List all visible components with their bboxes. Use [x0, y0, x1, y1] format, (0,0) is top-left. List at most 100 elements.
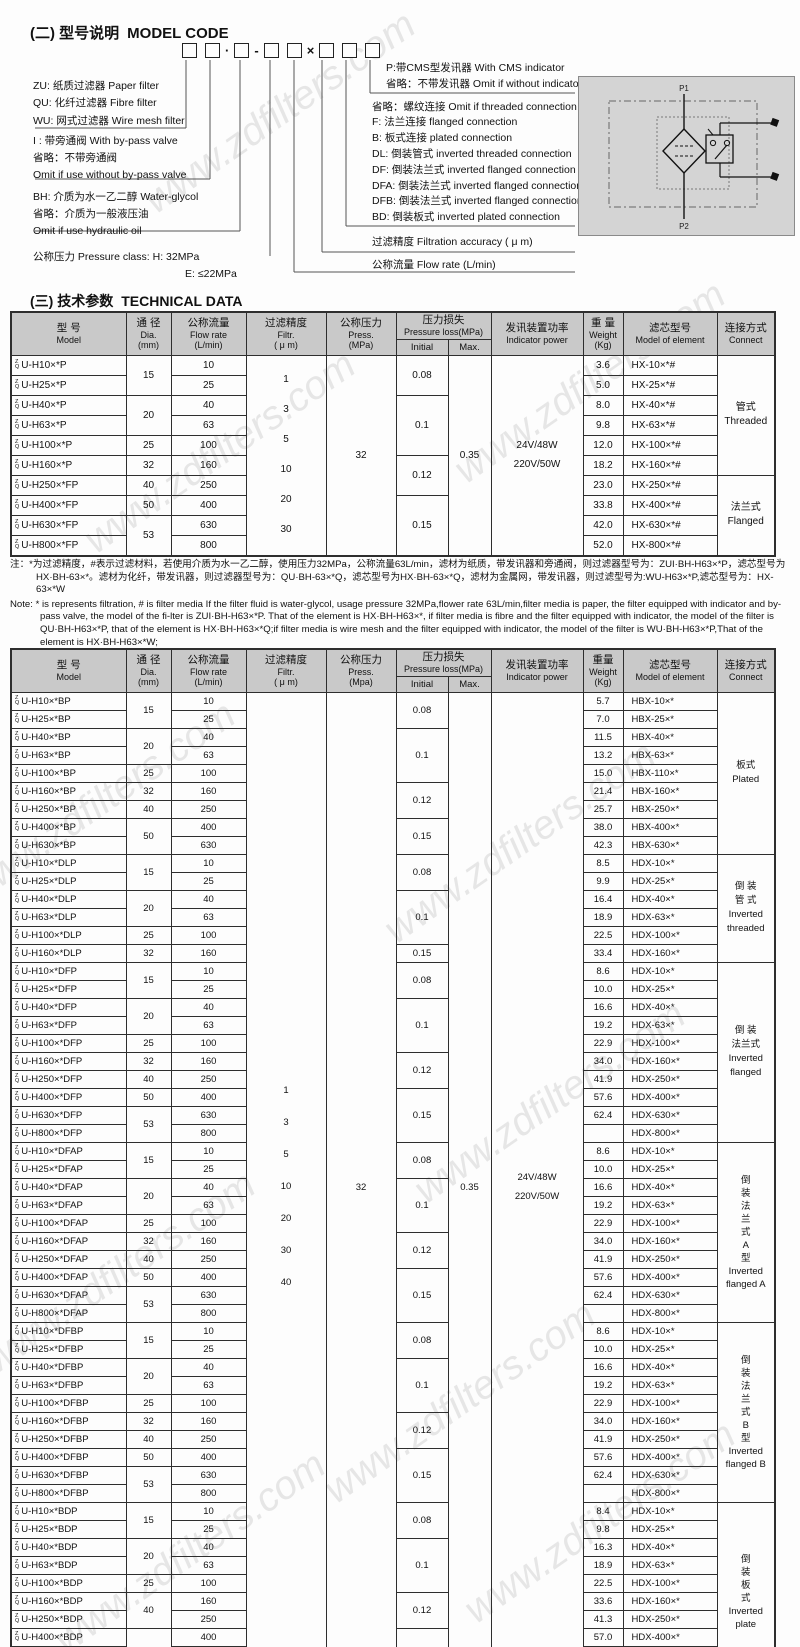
- table-row: Z Q U-H160×*DFP 32 160 0.12 34.0 HDX-160×*: [10, 1051, 775, 1089]
- cell-element: HDX-160×*: [622, 1231, 718, 1251]
- cell-element: HDX-10×*: [622, 853, 718, 873]
- table-row: Z Q U-H160×*DLP 32 160 0.15 33.4 HDX-160×*: [10, 943, 775, 963]
- cell-dia: 25: [125, 434, 172, 456]
- cell-model: Z Q U-H100×*DFAP: [10, 1213, 127, 1233]
- cell-dia: 40: [125, 1069, 172, 1089]
- cell-connect: 倒装法兰式 A 型 Inverted flanged A: [716, 1141, 776, 1323]
- col-header: 过滤精度 Filtr.( μ m): [245, 648, 327, 693]
- cell-flow: 40: [170, 727, 247, 747]
- cell-model: Z Q U-H250×*DFBP: [10, 1429, 127, 1449]
- table-row: Z Q U-H100×*DFP 25 100 22.9 HDX-100×*: [10, 1033, 775, 1053]
- cell-dia: 50: [125, 494, 172, 516]
- cell-flow: 800: [170, 1123, 247, 1143]
- cell-flow: 40: [170, 1537, 247, 1557]
- code-box: [234, 43, 250, 59]
- cell-weight: 62.4: [582, 1105, 624, 1125]
- cell-flow: 63: [170, 1375, 247, 1395]
- cell-weight: 5.0: [582, 374, 624, 396]
- technical-data-table-threaded-flanged: 型 号 Model 通 径 Dia. (mm) 公称流量 Flow rate (L/min) 过…: [10, 311, 776, 557]
- legend-line: 公称压力 Pressure class: H: 32MPa: [33, 250, 200, 263]
- table-row: Z Q U-H25×*DFP 25 10.0 HDX-25×*: [10, 979, 775, 999]
- cell-flow: 10: [170, 961, 247, 981]
- legend-line: DF: 倒装法兰式 inverted flanged connection: [372, 163, 576, 176]
- table-row: Z Q U-H40×*DFAP 20 40 0.1 16.6 HDX-40×*: [10, 1177, 775, 1233]
- cell-weight: 22.5: [582, 1573, 624, 1593]
- cell-element: HDX-10×*: [622, 1141, 718, 1161]
- cell-flow: 100: [170, 925, 247, 945]
- cell-model: Z Q U-H63×*BDP: [10, 1555, 127, 1575]
- cell-dia: 32: [125, 781, 172, 801]
- cell-element: HBX-110×*: [622, 763, 718, 783]
- cell-dia: 25: [125, 1213, 172, 1233]
- table-row: Z Q U-H100×*BDP 25 100 22.5 HDX-100×*: [10, 1573, 775, 1593]
- cell-connect: 板式 Plated: [716, 691, 776, 855]
- cell-model: Z Q U-H63×*DFBP: [10, 1375, 127, 1395]
- cell-element: HDX-250×*: [622, 1429, 718, 1449]
- cell-dia: 20: [125, 997, 172, 1035]
- cell-flow: 400: [170, 1087, 247, 1107]
- table-row: Z Q U-H400×*FP 50 400 0.15 33.8 HX-400×*#: [10, 494, 775, 556]
- cell-flow: 160: [170, 781, 247, 801]
- cell-model: Z Q U-H160×*DFAP: [10, 1231, 127, 1251]
- cell-element: HBX-40×*: [622, 727, 718, 747]
- cell-flow: 40: [170, 1177, 247, 1197]
- cell-dia: 20: [125, 727, 172, 765]
- col-header: 连接方式 Connect: [716, 311, 776, 356]
- legend-line: E: ≤22MPa: [185, 267, 237, 280]
- cell-dia: 32: [125, 1411, 172, 1431]
- cell-element: HBX-10×*: [622, 691, 718, 711]
- legend-line: P:带CMS型发讯器 With CMS indicator: [386, 62, 565, 74]
- table-row: Z Q U-H10×*P 15 10 1 3 5 10 20 30 32 0.08 0.35 24V/48W…: [10, 354, 776, 556]
- cell-dia: 53: [125, 1105, 172, 1143]
- cell-weight: 41.9: [582, 1069, 624, 1089]
- cell-flow: 63: [170, 1015, 247, 1035]
- cell-model: Z Q U-H160×*BP: [10, 781, 127, 801]
- cell-model: Z Q U-H400×*DFBP: [10, 1447, 127, 1467]
- cell-dia: 15: [125, 1321, 172, 1359]
- cell-model: Z Q U-H100×*BDP: [10, 1573, 127, 1593]
- cell-model: Z Q U-H10×*DFP: [10, 961, 127, 981]
- table-row: Z Q U-H160×*BP 32 160 0.12 21.4 HBX-160×*: [10, 781, 775, 819]
- cell-flow: 800: [170, 1303, 247, 1323]
- table-row: Z Q U-H800×*FP 800 52.0 HX-800×*#: [10, 534, 775, 556]
- cell-flow: 10: [170, 1321, 247, 1341]
- cell-model: Z Q U-H63×*P: [10, 414, 127, 436]
- cell-weight: 62.4: [582, 1285, 624, 1305]
- cell-flow: 400: [170, 1447, 247, 1467]
- cell-model: Z Q U-H40×*BDP: [10, 1537, 127, 1557]
- legend-line: DL: 倒装管式 inverted threaded connection: [372, 147, 572, 160]
- cell-model: Z Q U-H63×*BP: [10, 745, 127, 765]
- cell-model: Z Q U-H630×*DFBP: [10, 1465, 127, 1485]
- col-header: 型 号 Model: [10, 311, 127, 356]
- cell-dia: 15: [125, 691, 172, 729]
- cell-dia: 20: [125, 394, 172, 436]
- cell-flow: 800: [170, 1483, 247, 1503]
- cell-model: Z Q U-H25×*DFP: [10, 979, 127, 999]
- cell-dia: 15: [125, 1141, 172, 1179]
- col-header: 压力损失 Pressure loss(MPa): [395, 648, 492, 677]
- cell-element: HDX-800×*: [622, 1483, 718, 1503]
- legend-line: BD: 倒装板式 inverted plated connection: [372, 211, 560, 224]
- cell-flow: 25: [170, 1519, 247, 1539]
- cell-model: Z Q U-H100×*DLP: [10, 925, 127, 945]
- cell-weight: 11.5: [582, 727, 624, 747]
- note-english: Note: * is represents filtration, # is f…: [10, 598, 782, 648]
- col-header: 压力损失 Pressure loss(MPa): [395, 311, 492, 340]
- cell-flow: 100: [170, 763, 247, 783]
- cell-element: HDX-630×*: [622, 1285, 718, 1305]
- cell-flow: 10: [170, 1141, 247, 1161]
